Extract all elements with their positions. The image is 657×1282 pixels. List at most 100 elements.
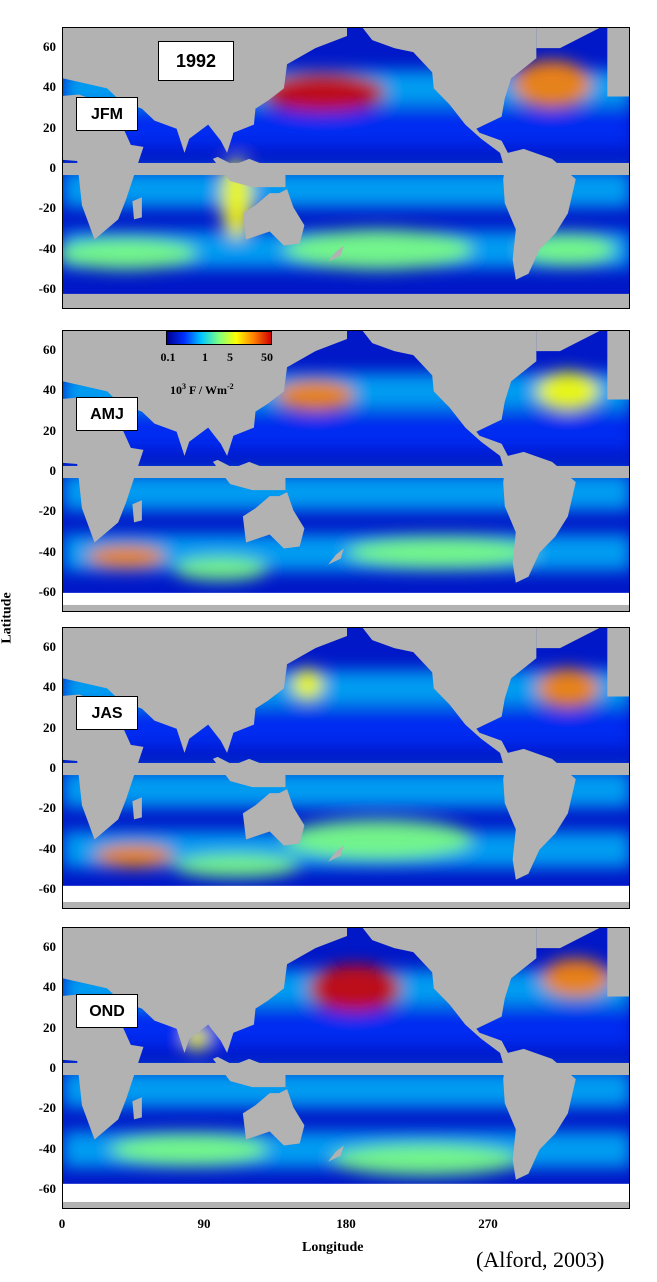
landmass [607,331,629,400]
y-tick-label: 60 [43,342,56,358]
energy-band [63,110,629,147]
y-tick-label: -60 [38,583,56,599]
x-tick-label: 180 [336,1216,356,1231]
landmass [536,331,600,352]
landmass [328,1145,344,1162]
landmass [132,1097,142,1120]
landmass [63,694,144,840]
energy-field [63,958,629,1176]
landmass [63,397,144,543]
map-panel-amj [62,330,630,612]
colorbar-units: 103 F / Wm-2 [170,382,234,398]
energy-band [63,710,629,747]
y-tick-label: 20 [43,719,56,735]
energy-hotspot [173,556,269,581]
landmass [328,548,344,565]
y-tick-label: -60 [38,1180,56,1196]
y-tick-label: -20 [38,200,56,216]
y-tick-label: 0 [49,160,57,175]
y-tick-label: -60 [38,880,56,896]
map-panel-jfm [62,27,630,309]
energy-hotspot [173,853,300,878]
landmass [607,628,629,697]
y-tick-label: -20 [38,503,56,519]
landmass [536,628,600,649]
landmass [242,789,305,846]
y-tick-label: 60 [43,939,56,955]
y-tick-label: 40 [43,679,56,695]
y-tick-label: -40 [38,840,56,856]
source-credit: (Alford, 2003) [476,1247,605,1272]
no-data-band [63,885,629,902]
y-axis-label: Latitude [0,592,15,644]
landmass [63,994,144,1140]
energy-hotspot [86,544,166,569]
y-tick-label: 40 [43,79,56,95]
energy-hotspot [94,843,174,868]
energy-hotspot [283,819,474,860]
energy-hotspot [307,964,403,1013]
energy-hotspot [283,229,474,270]
landmass [242,492,305,549]
energy-field [63,668,629,878]
energy-hotspot [536,371,600,412]
colorbar-tick: 5 [227,350,233,364]
landmass [132,500,142,523]
map-panel-ond [62,927,630,1209]
landmass [242,189,305,246]
landmass [607,928,629,997]
y-tick-label: 40 [43,979,56,995]
no-data-band [63,1183,629,1202]
y-tick-label: 60 [43,639,56,655]
landmass [536,928,600,949]
y-tick-label: -20 [38,800,56,816]
energy-hotspot [512,60,592,109]
y-tick-label: 20 [43,1019,56,1035]
y-tick-label: 20 [43,422,56,438]
season-label-ond: OND [76,994,138,1028]
season-label-jas: JAS [76,696,138,730]
energy-hotspot [347,536,537,569]
equatorial-gap [63,762,629,776]
equatorial-gap [63,465,629,479]
equatorial-gap [63,162,629,176]
colorbar [166,331,272,345]
y-tick-label: 20 [43,119,56,135]
landmass [362,331,576,583]
energy-hotspot [276,379,355,412]
landmass [132,197,142,220]
landmass [242,1089,305,1146]
landmass [63,628,347,753]
energy-hotspot [260,72,387,113]
landmass [536,28,600,49]
y-tick-label: 0 [49,760,57,775]
year-label: 1992 [158,41,234,81]
x-axis-label: Longitude [302,1240,364,1255]
energy-hotspot [63,237,198,270]
y-tick-label: -60 [38,280,56,296]
landmass [212,1056,286,1088]
landmass [362,928,576,1180]
y-tick-label: 0 [49,1060,57,1075]
energy-hotspot [541,958,611,999]
colorbar-units-base: 10 [170,383,182,397]
y-tick-label: -20 [38,1100,56,1116]
y-tick-label: 40 [43,382,56,398]
landmass [212,459,286,491]
y-tick-label: -40 [38,1140,56,1156]
landmass [328,245,344,262]
map-canvas [63,928,629,1208]
landmass [362,28,576,280]
landmass [63,331,347,456]
colorbar-units-exponent-2: -2 [227,382,234,391]
energy-hotspot [291,668,324,701]
map-panel-jas [62,627,630,909]
energy-field [63,371,629,581]
energy-band [63,413,629,450]
landmass [362,628,576,880]
energy-hotspot [331,1143,521,1176]
landmass [212,756,286,788]
landmass [132,797,142,820]
colorbar-units-exponent: 3 [182,382,186,391]
